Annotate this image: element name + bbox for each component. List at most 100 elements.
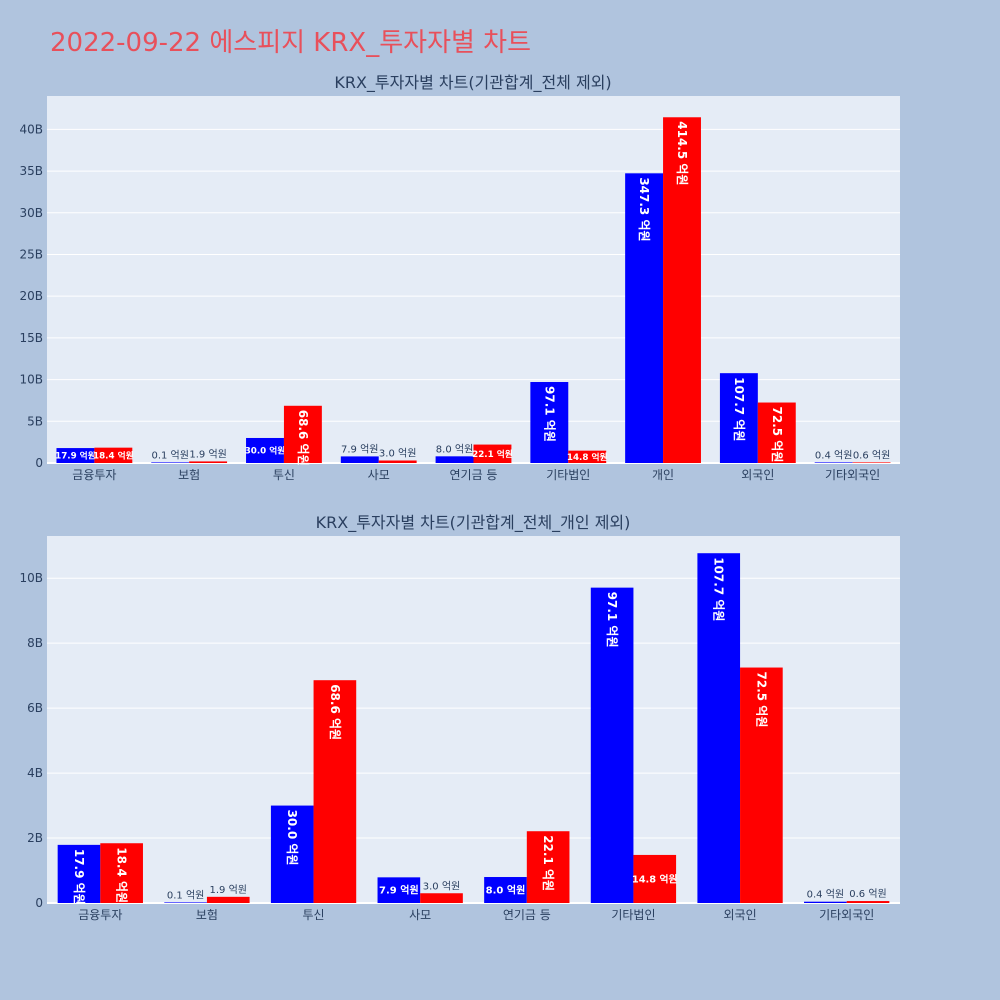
x-tick-label: 기타법인 xyxy=(546,468,590,482)
x-tick-label: 금융투자 xyxy=(78,908,122,922)
y-tick-label: 20B xyxy=(19,289,43,303)
data-label: 0.1 억원 xyxy=(167,889,204,901)
bar xyxy=(94,447,133,463)
y-tick-label: 15B xyxy=(19,331,43,345)
y-tick-label: 10B xyxy=(19,571,43,585)
data-label: 107.7 억원 xyxy=(712,557,726,621)
data-label: 68.6 억원 xyxy=(296,410,310,466)
bar xyxy=(270,805,314,903)
data-label: 0.4 억원 xyxy=(815,449,852,461)
bar xyxy=(663,117,701,463)
chart-without-individuals: KRX_투자자별 차트(기관합계_전체_개인 제외) 0 2B 4B 6B 8B 10B 금융… xyxy=(19,513,900,922)
bar xyxy=(484,877,527,903)
x-tick-label: 사모 xyxy=(368,468,390,482)
data-label: 1.9 억원 xyxy=(210,884,247,896)
data-label: 0.1 억원 xyxy=(151,449,188,461)
bar xyxy=(633,854,677,903)
bar xyxy=(246,437,284,463)
data-label: 414.5 억원 xyxy=(675,121,689,185)
x-tick-label: 투신 xyxy=(273,468,295,482)
bar xyxy=(625,173,664,463)
data-label: 3.0 억원 xyxy=(423,880,460,892)
y-tick-label: 35B xyxy=(19,164,43,178)
data-label: 17.9 억원 xyxy=(72,849,86,905)
data-label: 0.6 억원 xyxy=(849,888,886,900)
x-tick-label: 연기금 등 xyxy=(503,908,551,922)
y-tick-label: 8B xyxy=(27,636,43,650)
bar xyxy=(804,901,847,903)
bar xyxy=(526,831,570,903)
data-label: 97.1 억원 xyxy=(605,592,619,648)
data-label: 1.9 억원 xyxy=(189,448,226,460)
bar xyxy=(420,893,463,903)
y-tick-label: 0 xyxy=(35,896,43,910)
y-tick-label: 6B xyxy=(27,701,43,715)
x-tick-label: 금융투자 xyxy=(72,468,116,482)
data-label: 30.0 억원 xyxy=(285,810,299,866)
data-label: 14.8 억원 xyxy=(567,451,608,463)
bar xyxy=(189,461,228,463)
bar xyxy=(568,450,607,463)
bar xyxy=(100,843,143,903)
y-tick-label: 2B xyxy=(27,831,43,845)
bar xyxy=(340,456,379,463)
x-tick-label: 외국인 xyxy=(724,908,757,922)
data-label: 18.4 억원 xyxy=(93,449,134,461)
bar xyxy=(206,896,250,903)
data-label: 8.0 억원 xyxy=(436,443,473,455)
data-label: 7.9 억원 xyxy=(379,884,419,897)
x-tick-label: 사모 xyxy=(409,908,431,922)
x-tick-label: 개인 xyxy=(652,468,674,482)
data-label: 7.9 억원 xyxy=(341,443,378,455)
bar xyxy=(283,405,322,463)
page-title: 2022-09-22 에스피지 KRX_투자자별 차트 xyxy=(50,28,532,58)
y-tick-label: 25B xyxy=(19,247,43,261)
y-tick-label: 0 xyxy=(35,456,43,470)
data-label: 3.0 억원 xyxy=(379,447,416,459)
data-label: 14.8 억원 xyxy=(632,872,678,885)
data-label: 8.0 억원 xyxy=(486,884,526,897)
bar xyxy=(313,680,357,903)
x-tick-label: 투신 xyxy=(303,908,325,922)
x-tick-label: 보험 xyxy=(178,468,200,482)
chart-title: KRX_투자자별 차트(기관합계_전체_개인 제외) xyxy=(316,513,631,533)
data-label: 30.0 억원 xyxy=(245,445,286,457)
data-label: 18.4 억원 xyxy=(115,847,129,903)
bar xyxy=(151,462,190,463)
bar xyxy=(740,667,783,903)
chart-with-individuals: KRX_투자자별 차트(기관합계_전체 제외) 0 5B 10B 15B 20B 25B 30… xyxy=(19,73,900,482)
y-tick-label: 4B xyxy=(27,766,43,780)
bar xyxy=(57,844,101,903)
bar xyxy=(56,448,95,463)
bar xyxy=(852,462,891,463)
bar xyxy=(846,901,890,903)
x-tick-label: 연기금 등 xyxy=(450,468,498,482)
chart-title: KRX_투자자별 차트(기관합계_전체 제외) xyxy=(334,73,611,93)
bar xyxy=(377,877,421,903)
data-label: 347.3 억원 xyxy=(637,177,651,241)
data-label: 0.4 억원 xyxy=(807,889,844,901)
y-tick-label: 5B xyxy=(27,414,43,428)
bar xyxy=(757,402,796,463)
bar xyxy=(719,373,758,463)
bar xyxy=(435,456,474,463)
bar xyxy=(378,460,417,463)
data-label: 72.5 억원 xyxy=(754,672,768,728)
bar xyxy=(697,553,741,903)
bar xyxy=(814,462,853,463)
data-label: 107.7 억원 xyxy=(732,377,746,441)
data-label: 72.5 억원 xyxy=(770,407,784,463)
data-label: 0.6 억원 xyxy=(853,449,890,461)
x-tick-label: 기타외국인 xyxy=(819,908,874,922)
data-label: 17.9 억원 xyxy=(55,450,96,462)
bar xyxy=(164,902,207,903)
x-tick-label: 기타법인 xyxy=(611,908,655,922)
data-label: 97.1 억원 xyxy=(542,386,556,442)
bar xyxy=(590,587,634,903)
y-tick-label: 30B xyxy=(19,206,43,220)
data-label: 22.1 억원 xyxy=(541,835,555,891)
y-tick-label: 10B xyxy=(19,373,43,387)
bar xyxy=(530,382,569,463)
data-label: 68.6 억원 xyxy=(328,684,342,740)
x-tick-label: 보험 xyxy=(196,908,218,922)
